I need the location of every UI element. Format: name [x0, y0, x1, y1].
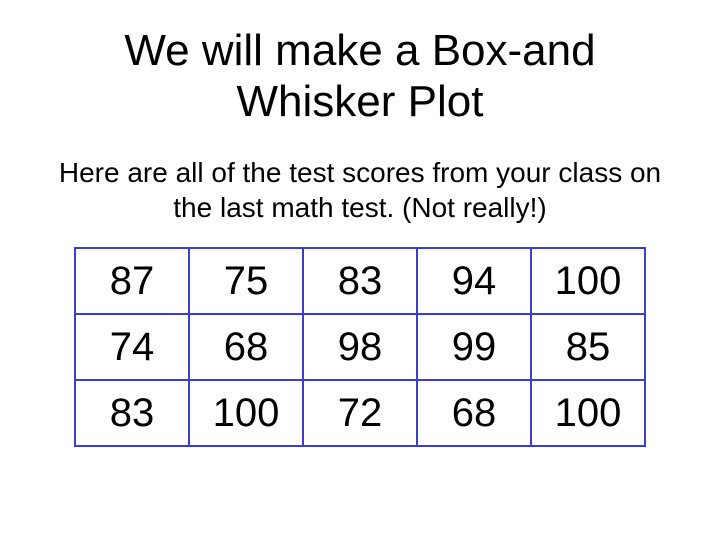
table-cell: 100 — [531, 380, 645, 446]
table-cell: 75 — [189, 248, 303, 314]
table-cell: 68 — [189, 314, 303, 380]
table-cell: 83 — [75, 380, 189, 446]
table-row: 74 68 98 99 85 — [75, 314, 645, 380]
subtitle-text: Here are all of the test scores from you… — [50, 155, 670, 225]
table-cell: 83 — [303, 248, 417, 314]
table-cell: 98 — [303, 314, 417, 380]
page-title: We will make a Box-and Whisker Plot — [50, 26, 670, 127]
table-row: 87 75 83 94 100 — [75, 248, 645, 314]
table-cell: 99 — [417, 314, 531, 380]
scores-table: 87 75 83 94 100 74 68 98 99 85 83 100 72… — [74, 247, 646, 447]
table-cell: 87 — [75, 248, 189, 314]
table-cell: 100 — [531, 248, 645, 314]
table-cell: 85 — [531, 314, 645, 380]
table-cell: 100 — [189, 380, 303, 446]
table-cell: 72 — [303, 380, 417, 446]
table-cell: 74 — [75, 314, 189, 380]
table-cell: 68 — [417, 380, 531, 446]
slide: We will make a Box-and Whisker Plot Here… — [0, 0, 720, 540]
table-cell: 94 — [417, 248, 531, 314]
table-row: 83 100 72 68 100 — [75, 380, 645, 446]
